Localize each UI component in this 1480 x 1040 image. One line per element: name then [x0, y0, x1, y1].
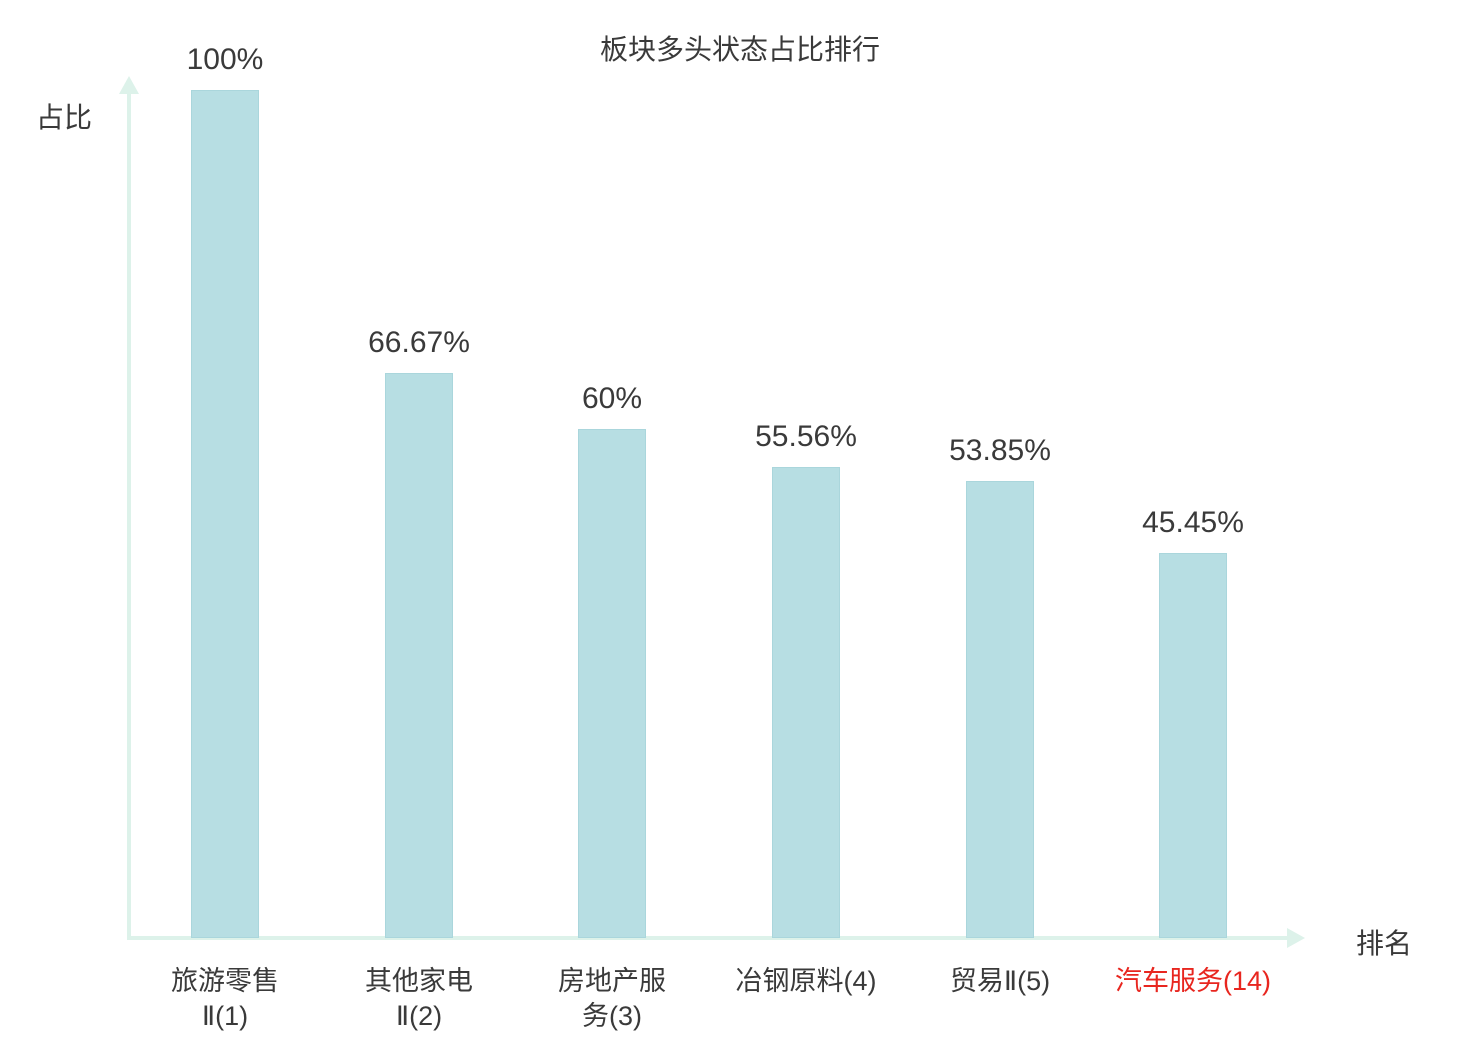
bar-1 — [191, 90, 259, 938]
y-axis-label: 占比 — [36, 102, 93, 133]
value-label-2: 66.67% — [368, 326, 470, 359]
category-label-5: 贸易Ⅱ(5) — [890, 964, 1110, 999]
category-label-line: 其他家电 — [365, 966, 473, 996]
value-label-4: 55.56% — [755, 420, 857, 453]
category-label-4: 冶钢原料(4) — [696, 964, 916, 999]
category-label-line: 房地产服 — [558, 966, 666, 996]
x-axis-line — [127, 936, 1289, 940]
value-label-1: 100% — [186, 43, 264, 76]
category-label-line: 务(3) — [582, 1001, 642, 1031]
category-label-line: 旅游零售 — [171, 966, 279, 996]
category-label-3: 房地产服务(3) — [502, 964, 722, 1034]
bar-6 — [1159, 553, 1227, 938]
value-label-5: 53.85% — [949, 434, 1051, 467]
y-axis-line — [127, 92, 131, 938]
category-label-line: Ⅱ(2) — [395, 1001, 443, 1031]
bar-5 — [966, 481, 1034, 938]
category-label-2: 其他家电 Ⅱ(2) — [309, 964, 529, 1034]
value-label-3: 60% — [581, 382, 643, 415]
category-label-line: Ⅱ(1) — [201, 1001, 249, 1031]
category-label-1: 旅游零售 Ⅱ(1) — [115, 964, 335, 1034]
value-label-6: 45.45% — [1142, 506, 1244, 539]
category-label-line: 冶钢原料(4) — [735, 966, 877, 996]
y-axis-arrow-icon — [119, 76, 139, 94]
category-label-line: 贸易Ⅱ(5) — [949, 966, 1051, 996]
bar-2 — [385, 373, 453, 938]
bar-4 — [772, 467, 840, 938]
category-label-line: 汽车服务(14) — [1114, 966, 1271, 996]
category-label-6: 汽车服务(14) — [1083, 964, 1303, 999]
x-axis-arrow-icon — [1287, 928, 1305, 948]
chart-title: 板块多头状态占比排行 — [599, 34, 880, 65]
x-axis-label: 排名 — [1356, 928, 1413, 959]
bar-3 — [578, 429, 646, 938]
